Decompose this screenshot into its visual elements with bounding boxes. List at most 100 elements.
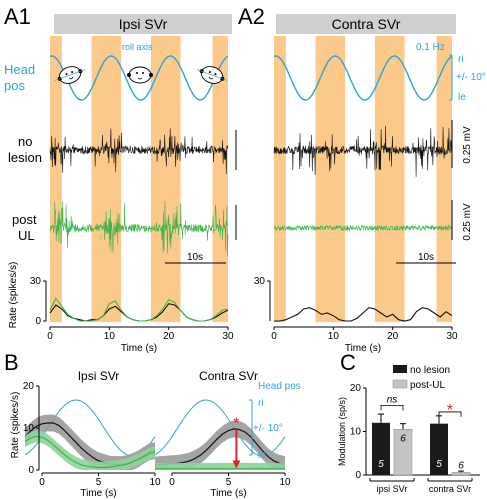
y-tick-label: 20 — [350, 383, 362, 394]
x-axis-label: Time (s) — [80, 488, 116, 499]
title-bar-a1 — [54, 14, 232, 34]
pos-ri: ri — [458, 54, 464, 65]
head-icon-center — [127, 66, 153, 84]
rate-series-post-ul — [49, 297, 229, 322]
plot-b-contra: 0 5 10 Time (s) Contra SVr * — [154, 369, 291, 499]
confidence-band — [25, 430, 155, 470]
panel-label-a1: A1 — [4, 4, 31, 29]
bar-post-ul — [451, 472, 471, 476]
x-tick-label: 30 — [222, 331, 234, 342]
group-label: contra SVr — [429, 484, 471, 494]
spike-trace-no-lesion-a2 — [273, 125, 453, 177]
legend-label-no-lesion: no lesion — [410, 365, 450, 376]
bar-no-lesion — [430, 423, 448, 475]
shaded-interval — [150, 36, 181, 322]
significance-label: * — [447, 402, 453, 419]
y-tick-label: 10 — [350, 427, 362, 438]
x-tick-label: 0 — [271, 331, 277, 342]
title-bar-a2 — [276, 14, 456, 34]
b-head-scale — [249, 399, 253, 456]
head-icon-right — [196, 66, 228, 84]
y-tick-label: 30 — [30, 276, 42, 287]
n-label: 5 — [378, 459, 384, 470]
b-ri: ri — [258, 398, 264, 409]
x-tick-label: 5 — [96, 477, 102, 488]
plot-title: Contra SVr — [199, 369, 258, 383]
n-label: 5 — [436, 459, 442, 470]
n-label: 6 — [458, 460, 464, 471]
b-amp: +/- 10° — [253, 423, 283, 434]
y-tick-label: 20 — [23, 381, 35, 392]
rate-series-no-lesion — [49, 303, 229, 322]
y-tick-label: 30 — [254, 276, 266, 287]
spike-trace-post-ul-a2 — [273, 224, 453, 232]
y-tick-label: 0 — [28, 465, 34, 476]
y-tick-label: 10 — [23, 423, 35, 434]
shaded-interval — [274, 36, 286, 322]
x-tick-label: 10 — [104, 331, 116, 342]
x-tick-label: 0 — [47, 331, 53, 342]
significance-bracket — [380, 405, 404, 411]
plot-b-ipsi: 0 5 10 Time (s) 0 10 20 Ipsi SVr — [23, 369, 161, 499]
confidence-band — [155, 420, 285, 470]
legend-swatch-post-ul — [392, 379, 408, 389]
significance-bracket — [438, 411, 462, 417]
row-label-lesion: lesion — [8, 150, 42, 165]
head-pos-trace-a2 — [273, 55, 453, 101]
pos-le: le — [458, 92, 466, 103]
mean-series-post-ul — [24, 435, 156, 469]
arrow-head — [232, 460, 241, 469]
title-a1: Ipsi SVr — [119, 16, 168, 32]
row-label-post: post — [12, 212, 37, 227]
shaded-interval — [315, 36, 346, 322]
bar-no-lesion — [372, 422, 390, 475]
y-tick-label: 0 — [35, 316, 41, 327]
x-tick-label: 0 — [39, 477, 45, 488]
shaded-intervals-a2 — [274, 36, 452, 322]
head-pos-trace-a1 — [49, 55, 229, 101]
legend-swatch-no-lesion — [393, 365, 407, 373]
significance-asterisk: * — [233, 416, 239, 433]
pos-amp: +/- 10° — [456, 72, 486, 83]
mv-label-2: 0.25 mV — [462, 203, 473, 241]
shaded-interval — [436, 36, 452, 322]
head-pos-scale — [449, 54, 453, 101]
shaded-interval — [50, 36, 62, 322]
shaded-interval — [212, 36, 228, 322]
x-tick-label: 30 — [446, 331, 458, 342]
x-tick-label: 10 — [328, 331, 340, 342]
row-label-ul: UL — [18, 228, 35, 243]
b-le: le — [258, 450, 266, 461]
time-scale-label-a1: 10s — [187, 252, 203, 263]
b-head-pos-label: Head pos — [258, 381, 301, 392]
x-axis-label: Time (s) — [210, 488, 246, 499]
x-tick-label: 20 — [163, 331, 175, 342]
row-label-no: no — [18, 134, 32, 149]
x-tick-label: 20 — [387, 331, 399, 342]
rate-plot-a2: 0 10 20 30 Time (s) 30 — [254, 276, 458, 354]
panel-label-c: C — [340, 350, 356, 375]
x-tick-label: 10 — [149, 477, 161, 488]
y-axis-label: Modulation (sp/s) — [337, 397, 347, 466]
panel-label-a2: A2 — [238, 4, 265, 29]
x-tick-label: 10 — [279, 477, 291, 488]
title-a2: Contra SVr — [332, 16, 401, 32]
x-tick-label: 0 — [169, 477, 175, 488]
panel-label-b: B — [4, 350, 19, 375]
legend-c: no lesion post-UL — [392, 365, 450, 391]
x-axis-label: Time (s) — [121, 343, 157, 354]
confidence-band — [25, 414, 155, 470]
spike-trace-no-lesion-a1 — [49, 128, 229, 175]
significance-label: ns — [387, 394, 398, 405]
freq-label: 0.1 Hz — [416, 42, 445, 53]
legend-label-post-ul: post-UL — [410, 380, 445, 391]
spike-trace-post-ul-a1 — [49, 200, 229, 257]
rate-plot-a1: 0 10 20 30 Time (s) 0 30 — [30, 276, 234, 354]
time-scale-label-a2: 10s — [418, 252, 434, 263]
row-label-head: Head — [4, 62, 35, 77]
row-label-pos: pos — [4, 78, 25, 93]
roll-axis-label: roll axis — [122, 42, 153, 52]
a-rate-ylabel: Rate (spikes/s) — [8, 262, 19, 329]
